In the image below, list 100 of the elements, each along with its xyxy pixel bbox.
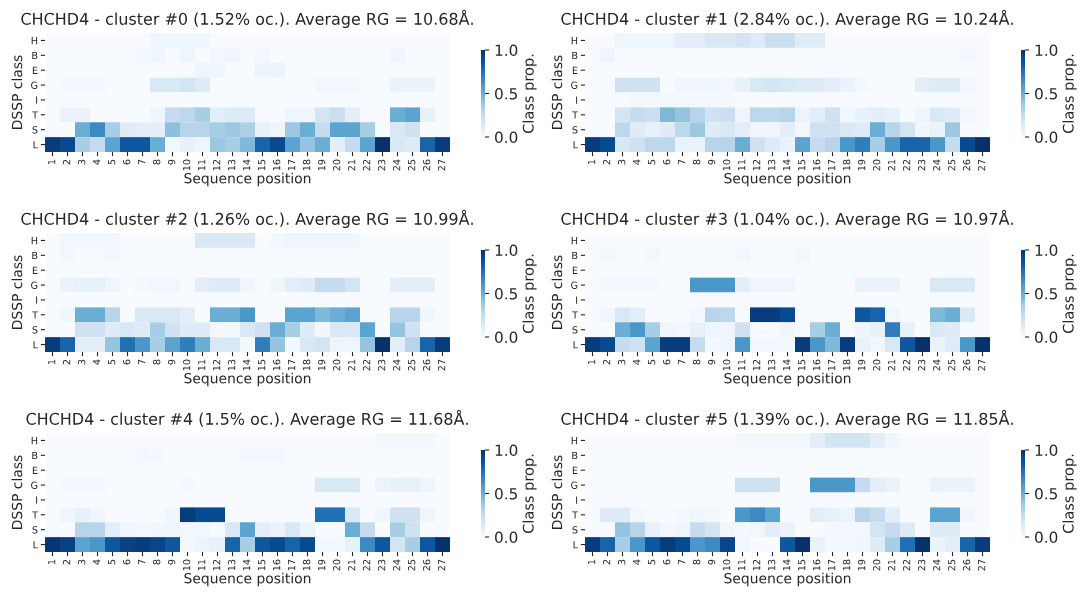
color-bar-label: 0.0 [1035, 331, 1058, 344]
x-tick-label: 6 [122, 359, 131, 365]
x-tick-label: 18 [302, 559, 311, 571]
y-tick-label: T [572, 511, 579, 519]
y-tick-label: G [571, 281, 578, 289]
y-tick-label: L [33, 341, 38, 349]
x-tick-label: 19 [317, 559, 326, 571]
x-tick-label: 4 [93, 559, 101, 565]
x-tick-label: 3 [77, 359, 86, 365]
color-bar-label: 0.5 [1035, 287, 1057, 300]
x-axis-title: Sequence position [184, 372, 311, 387]
x-tick-label: 23 [377, 159, 386, 171]
x-tick-label: 8 [692, 359, 701, 365]
x-tick-label: 27 [437, 159, 446, 171]
x-tick-label: 10 [182, 559, 191, 571]
y-tick-label: G [31, 481, 38, 489]
x-tick-label: 24 [932, 159, 941, 171]
y-tick-label: I [576, 96, 578, 104]
x-tick-label: 5 [648, 159, 656, 165]
x-tick-label: 5 [648, 359, 656, 365]
x-tick-label: 13 [227, 559, 236, 571]
y-tick-label: G [571, 481, 578, 489]
x-tick-label: 12 [752, 159, 761, 171]
x-tick-label: 18 [302, 359, 311, 371]
color-bar-label: 0.0 [1035, 131, 1058, 144]
x-tick-label: 20 [872, 359, 881, 371]
y-tick-label: I [36, 296, 38, 304]
y-tick-label: I [576, 496, 578, 504]
x-tick-label: 25 [407, 359, 416, 371]
x-tick-label: 22 [362, 559, 371, 571]
x-tick-label: 17 [288, 359, 296, 371]
y-tick-label: L [573, 341, 578, 349]
x-tick-label: 24 [392, 559, 401, 571]
x-tick-label: 6 [662, 559, 671, 565]
color-bar-label: 0.5 [495, 487, 517, 500]
x-tick-label: 21 [347, 359, 356, 371]
x-tick-label: 25 [407, 559, 416, 571]
x-tick-label: 16 [812, 159, 821, 171]
x-tick-label: 12 [752, 359, 761, 371]
x-tick-label: 11 [198, 559, 206, 571]
x-tick-label: 26 [962, 159, 971, 171]
x-tick-label: 5 [648, 559, 656, 565]
color-bar-title: Class prop. [1062, 454, 1077, 534]
x-tick-label: 20 [872, 559, 881, 571]
y-tick-label: H [571, 237, 578, 245]
y-tick-label: I [36, 496, 38, 504]
x-tick-label: 10 [182, 359, 191, 371]
x-tick-label: 22 [902, 559, 911, 571]
x-tick-label: 27 [977, 559, 986, 571]
x-tick-label: 1 [48, 559, 56, 565]
x-tick-label: 15 [258, 359, 266, 371]
chart-title: CHCHD4 - cluster #2 (1.26% oc.). Average RG = 10.99Å. [21, 209, 473, 228]
x-tick-label: 16 [272, 359, 281, 371]
y-tick-label: L [573, 541, 578, 549]
y-tick-label: G [571, 81, 578, 89]
y-tick-label: L [33, 541, 38, 549]
color-bar-label: 0.5 [495, 287, 517, 300]
color-bar-label: 1.0 [1035, 444, 1058, 457]
x-tick-label: 11 [738, 559, 746, 571]
x-tick-label: 8 [692, 159, 701, 165]
x-tick-label: 8 [152, 559, 161, 565]
x-tick-label: 9 [167, 359, 176, 365]
x-tick-label: 1 [588, 159, 596, 165]
x-tick-label: 20 [332, 559, 341, 571]
color-bar-label: 1.0 [495, 444, 518, 457]
color-bar-label: 0.0 [495, 331, 518, 344]
x-tick-label: 12 [212, 159, 221, 171]
x-tick-label: 14 [783, 159, 791, 171]
y-axis-title: DSSP class [551, 455, 563, 529]
x-tick-label: 11 [198, 159, 206, 171]
x-tick-label: 9 [167, 559, 176, 565]
y-tick-label: T [32, 311, 39, 319]
x-tick-label: 13 [227, 359, 236, 371]
x-tick-label: 1 [588, 559, 596, 565]
x-tick-label: 17 [828, 359, 836, 371]
color-bar-label: 1.0 [495, 244, 518, 257]
chart-title: CHCHD4 - cluster #0 (1.52% oc.). Average RG = 10.68Å. [21, 9, 473, 28]
x-tick-label: 11 [738, 159, 746, 171]
y-tick-label: H [571, 437, 578, 445]
y-tick-label: H [31, 37, 38, 45]
x-tick-label: 15 [798, 159, 806, 171]
x-tick-label: 16 [272, 559, 281, 571]
x-tick-label: 12 [212, 359, 221, 371]
x-tick-label: 9 [707, 159, 716, 165]
x-tick-label: 8 [152, 359, 161, 365]
chart-title: CHCHD4 - cluster #5 (1.39% oc.). Average RG = 11.85Å. [561, 409, 1013, 428]
x-tick-label: 3 [617, 159, 626, 165]
x-tick-label: 21 [887, 359, 896, 371]
x-tick-label: 8 [692, 559, 701, 565]
x-tick-label: 4 [93, 159, 101, 165]
y-tick-label: T [32, 111, 39, 119]
x-tick-label: 22 [362, 359, 371, 371]
x-tick-label: 27 [977, 159, 986, 171]
x-tick-label: 20 [332, 359, 341, 371]
x-tick-label: 20 [332, 159, 341, 171]
x-tick-label: 8 [152, 159, 161, 165]
x-tick-label: 11 [738, 359, 746, 371]
x-tick-label: 7 [678, 359, 686, 365]
y-tick-label: L [573, 141, 578, 149]
x-tick-label: 18 [842, 159, 851, 171]
